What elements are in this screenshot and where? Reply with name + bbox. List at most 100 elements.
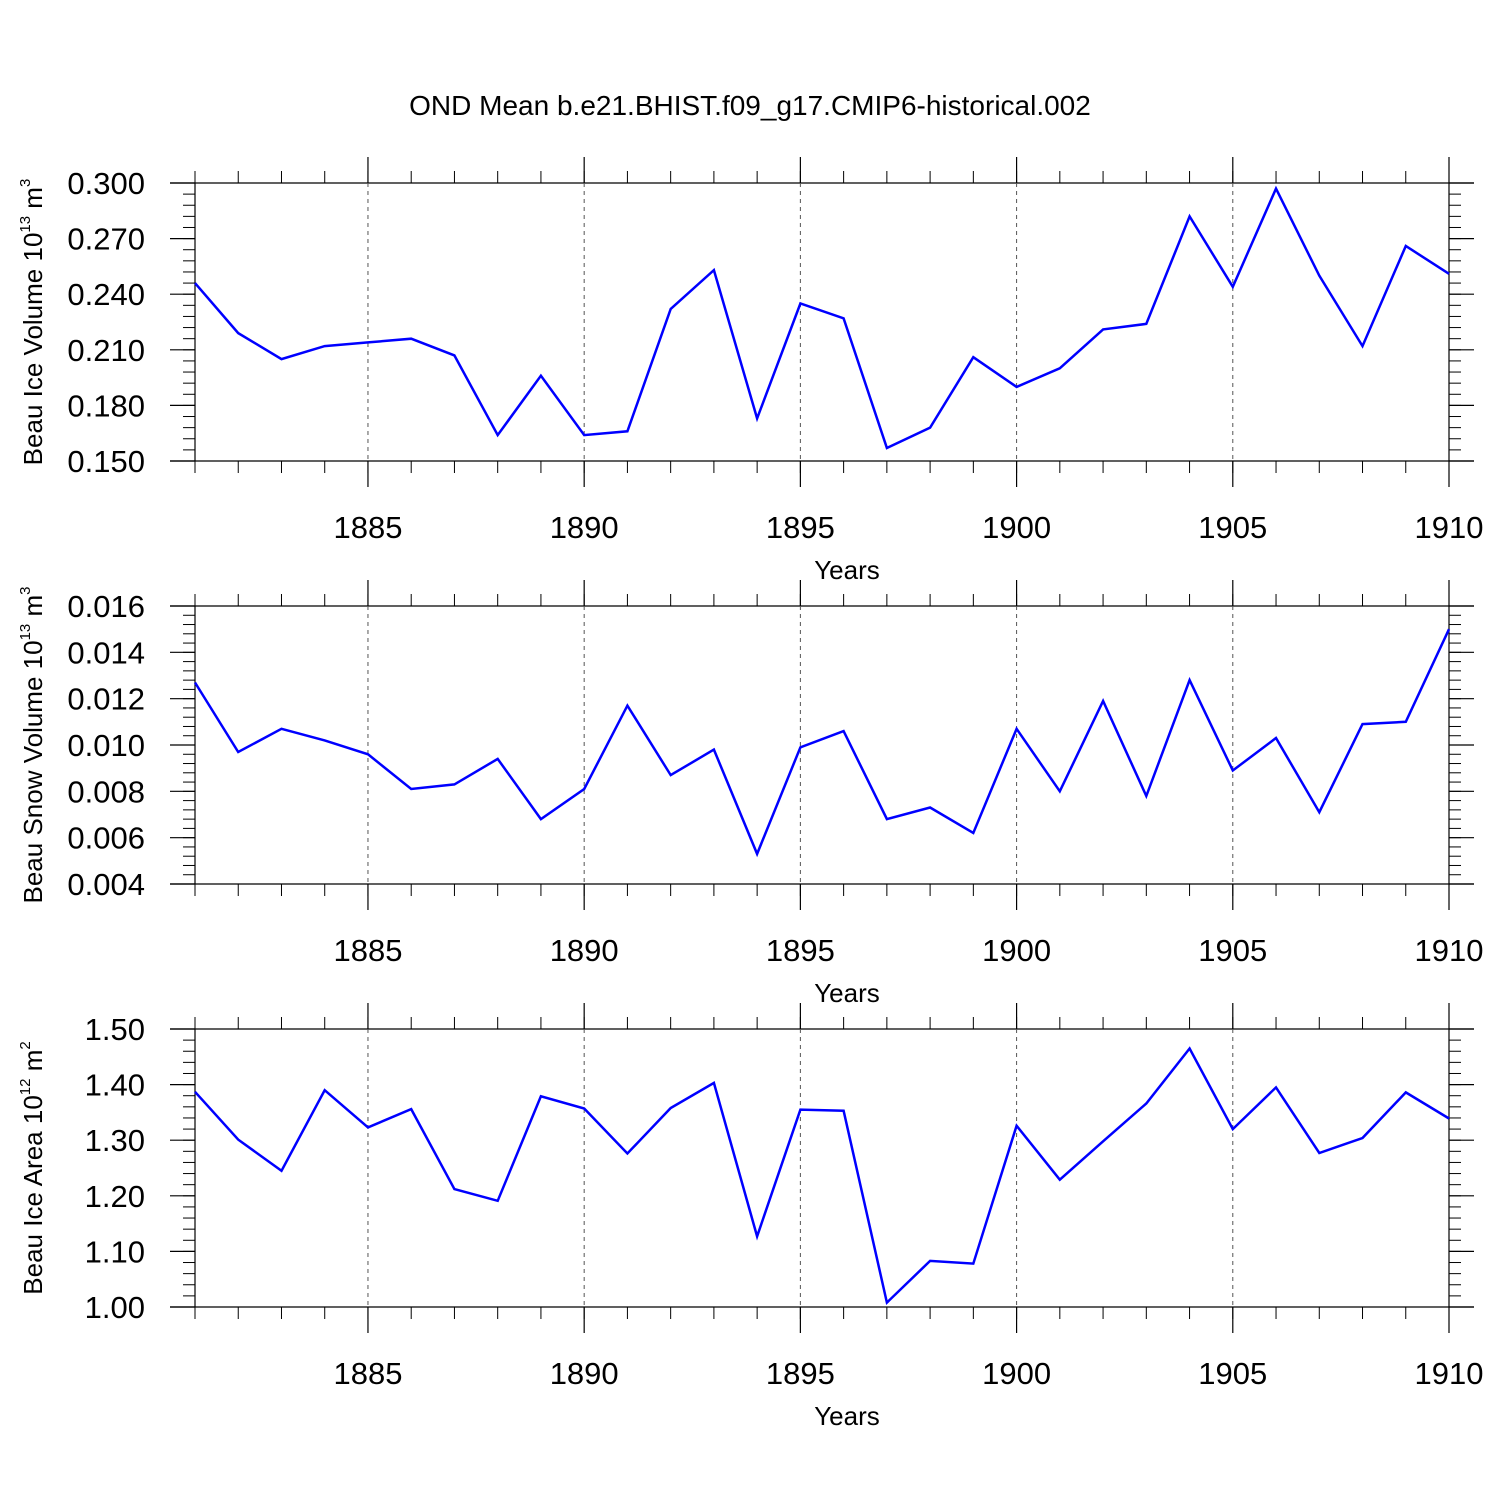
- data-point: [798, 1108, 802, 1112]
- data-point: [885, 446, 889, 450]
- data-point: [1144, 794, 1148, 798]
- data-point: [236, 1138, 240, 1142]
- data-point: [539, 817, 543, 821]
- data-point: [366, 752, 370, 756]
- data-point: [928, 806, 932, 810]
- y-tick-label: 0.240: [67, 277, 145, 312]
- data-point: [1101, 699, 1105, 703]
- data-point: [885, 1301, 889, 1305]
- data-point: [755, 416, 759, 420]
- y-axis-title: Beau Ice Volume 1013 m3: [17, 179, 48, 466]
- data-point: [842, 1109, 846, 1113]
- y-tick-label: 0.004: [67, 867, 145, 902]
- data-point: [1404, 1090, 1408, 1094]
- y-tick-label: 1.40: [85, 1068, 145, 1103]
- data-point: [1188, 1046, 1192, 1050]
- series-line: [194, 185, 1450, 450]
- data-point: [1188, 678, 1192, 682]
- data-point: [496, 757, 500, 761]
- data-point: [885, 817, 889, 821]
- y-tick-label: 0.008: [67, 774, 145, 809]
- y-tick-label: 0.300: [67, 166, 145, 201]
- data-point: [236, 750, 240, 754]
- y-axis-title-unit: m: [18, 1050, 48, 1079]
- y-tick-label: 1.10: [85, 1234, 145, 1269]
- data-point: [1317, 1151, 1321, 1155]
- x-tick-label: 1910: [1415, 1356, 1484, 1391]
- data-point: [1015, 1124, 1019, 1128]
- x-tick-label: 1895: [766, 933, 835, 968]
- data-point: [193, 1090, 197, 1094]
- data-point: [1447, 1117, 1451, 1121]
- data-point: [842, 729, 846, 733]
- x-tick-label: 1885: [333, 933, 402, 968]
- data-point: [236, 331, 240, 335]
- data-point: [669, 773, 673, 777]
- y-axis-title-text: Beau Ice Area 10: [18, 1095, 48, 1294]
- y-tick-label: 1.50: [85, 1012, 145, 1047]
- data-point: [798, 301, 802, 305]
- data-point: [1144, 322, 1148, 326]
- data-point: [1447, 627, 1451, 631]
- x-tick-label: 1905: [1198, 1356, 1267, 1391]
- data-point: [1101, 327, 1105, 331]
- y-tick-label: 0.010: [67, 728, 145, 763]
- chart-panel-1: 1885 1890 1895 1900 1905 1910 Years 0.150 0.180 0…: [17, 157, 1483, 585]
- y-tick-label: 0.210: [67, 333, 145, 368]
- y-axis-title-unit: m: [18, 595, 48, 624]
- data-point: [582, 433, 586, 437]
- data-point: [928, 426, 932, 430]
- y-axis-title-text: Beau Ice Volume 10: [18, 233, 48, 466]
- data-point: [279, 727, 283, 731]
- data-point: [193, 281, 197, 285]
- data-point: [366, 340, 370, 344]
- data-point: [669, 1106, 673, 1110]
- data-point: [625, 1152, 629, 1156]
- x-tick-label: 1895: [766, 1356, 835, 1391]
- data-point: [669, 307, 673, 311]
- y-axis-title-exponent: 12: [17, 1079, 34, 1096]
- data-point: [279, 357, 283, 361]
- data-point: [323, 738, 327, 742]
- data-point: [409, 1107, 413, 1111]
- data-point: [1404, 720, 1408, 724]
- x-axis-title: Years: [814, 978, 880, 1008]
- data-point: [712, 748, 716, 752]
- data-point: [496, 1199, 500, 1203]
- data-point: [1058, 366, 1062, 370]
- data-point: [1274, 736, 1278, 740]
- data-point: [625, 704, 629, 708]
- data-point: [1231, 768, 1235, 772]
- x-tick-label: 1910: [1415, 933, 1484, 968]
- data-point: [1361, 344, 1365, 348]
- data-point: [1274, 1085, 1278, 1089]
- x-tick-label: 1885: [333, 1356, 402, 1391]
- y-tick-label: 1.00: [85, 1290, 145, 1325]
- y-tick-label: 0.180: [67, 388, 145, 423]
- data-point: [1015, 385, 1019, 389]
- data-point: [409, 337, 413, 341]
- y-axis-title-unit: m: [18, 187, 48, 216]
- x-tick-label: 1890: [550, 1356, 619, 1391]
- data-point: [582, 1107, 586, 1111]
- y-axis-title: Beau Ice Area 1012 m2: [17, 1041, 48, 1294]
- data-point: [755, 852, 759, 856]
- y-axis-title-text: Beau Snow Volume 10: [18, 640, 48, 903]
- x-tick-label: 1900: [982, 510, 1051, 545]
- x-tick-label: 1895: [766, 510, 835, 545]
- y-tick-label: 1.30: [85, 1123, 145, 1158]
- data-point: [452, 782, 456, 786]
- data-point: [971, 831, 975, 835]
- data-point: [323, 1088, 327, 1092]
- data-point: [755, 1234, 759, 1238]
- data-point: [1015, 727, 1019, 731]
- data-point: [798, 745, 802, 749]
- x-tick-label: 1900: [982, 1356, 1051, 1391]
- data-point: [1317, 274, 1321, 278]
- y-axis-title-exponent: 13: [17, 624, 34, 641]
- y-tick-label: 0.016: [67, 589, 145, 624]
- y-tick-label: 0.006: [67, 821, 145, 856]
- data-point: [1231, 1127, 1235, 1131]
- y-tick-label: 0.150: [67, 444, 145, 479]
